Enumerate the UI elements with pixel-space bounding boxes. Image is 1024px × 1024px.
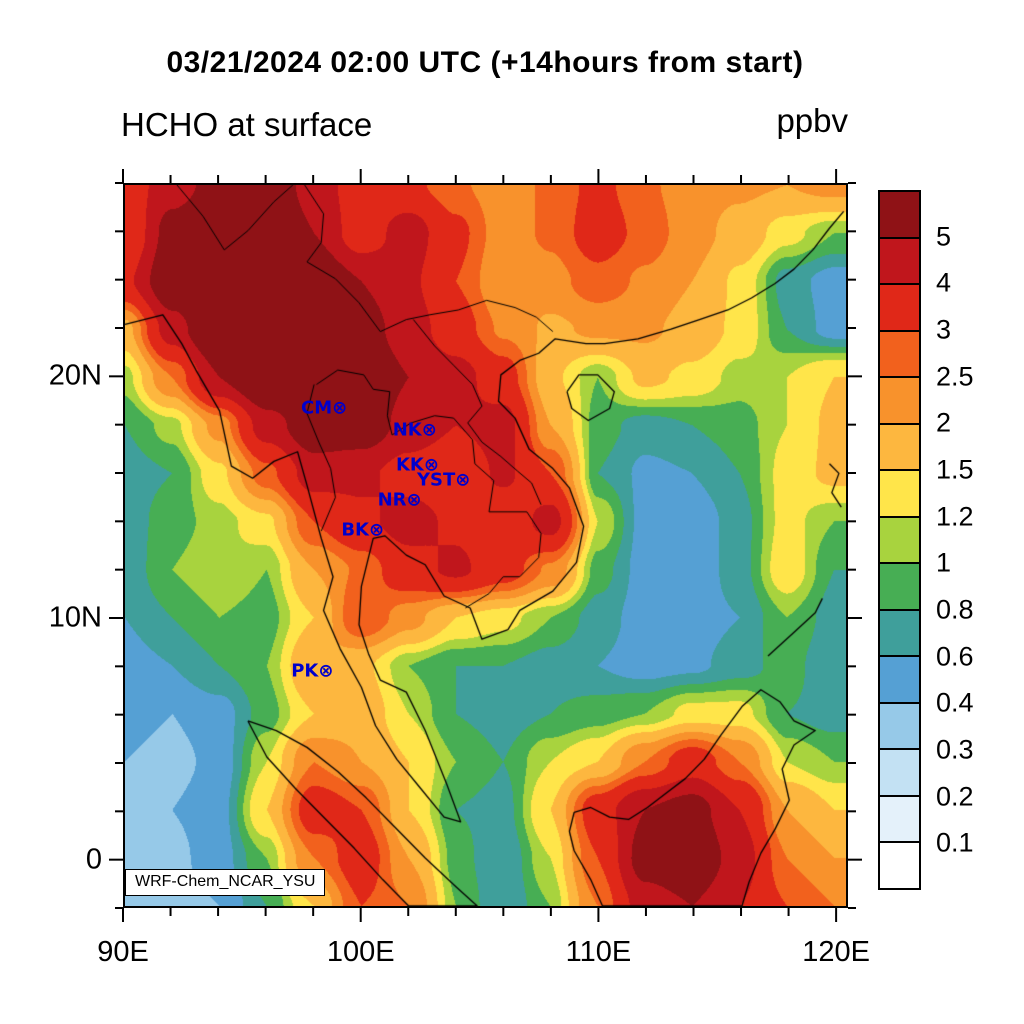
hcho-contour-map <box>125 185 846 906</box>
station-marker-kk: KK⊗ <box>395 454 439 476</box>
colorbar-tick-label-1: 1 <box>936 547 952 578</box>
colorbar-tick-label-5: 5 <box>936 221 952 252</box>
variable-title: HCHO at surface <box>121 106 373 143</box>
colorbar-tick-label-1.2: 1.2 <box>936 501 974 532</box>
colorbar-cell <box>880 329 919 377</box>
colorbar <box>878 190 921 890</box>
colorbar-tick-label-2.5: 2.5 <box>936 361 974 392</box>
figure-title: 03/21/2024 02:00 UTC (+14hours from star… <box>166 46 804 79</box>
x-axis-label-100e: 100E <box>326 936 395 968</box>
colorbar-tick-label-3: 3 <box>936 314 952 345</box>
y-axis-label-10n: 10N <box>48 601 102 634</box>
station-marker-yst: YST⊗ <box>416 469 471 491</box>
colorbar-cell <box>880 283 919 330</box>
colorbar-cell <box>880 841 919 888</box>
colorbar-tick-label-0.3: 0.3 <box>936 734 974 765</box>
colorbar-cell <box>880 236 919 284</box>
colorbar-tick-label-0.4: 0.4 <box>936 687 974 718</box>
station-marker-nr: NR⊗ <box>377 489 422 511</box>
colorbar-tick-label-0.1: 0.1 <box>936 827 974 858</box>
colorbar-cell <box>880 701 919 749</box>
x-axis-label-90e: 90E <box>97 936 149 968</box>
model-annotation: WRF-Chem_NCAR_YSU <box>125 869 326 896</box>
station-marker-pk: PK⊗ <box>291 660 334 682</box>
colorbar-cell <box>880 422 919 470</box>
colorbar-cell <box>880 192 919 237</box>
colorbar-cell <box>880 376 919 423</box>
colorbar-cell <box>880 562 919 609</box>
colorbar-cell <box>880 515 919 563</box>
colorbar-tick-label-1.5: 1.5 <box>936 454 974 485</box>
colorbar-cell <box>880 469 919 516</box>
x-axis-label-110e: 110E <box>565 936 632 968</box>
map-panel: CM⊗ NK⊗ KK⊗ YST⊗ NR⊗ BK⊗ PK⊗ WRF-Chem_NCAR_YSU <box>123 183 848 908</box>
station-marker-bk: BK⊗ <box>341 519 385 541</box>
colorbar-tick-label-0.2: 0.2 <box>936 781 974 812</box>
colorbar-tick-label-2: 2 <box>936 407 952 438</box>
colorbar-tick-label-4: 4 <box>936 267 952 298</box>
colorbar-tick-label-0.8: 0.8 <box>936 594 974 625</box>
colorbar-tick-label-0.6: 0.6 <box>936 641 974 672</box>
station-marker-cm: CM⊗ <box>301 397 348 419</box>
colorbar-cell <box>880 608 919 656</box>
x-axis-label-120e: 120E <box>802 936 870 968</box>
units-label: ppbv <box>776 102 848 139</box>
colorbar-cell <box>880 794 919 842</box>
y-axis-label-0: 0 <box>85 843 102 876</box>
colorbar-cell <box>880 748 919 795</box>
colorbar-cell <box>880 655 919 702</box>
y-axis-label-20n: 20N <box>48 359 102 392</box>
station-marker-nk: NK⊗ <box>392 419 437 441</box>
